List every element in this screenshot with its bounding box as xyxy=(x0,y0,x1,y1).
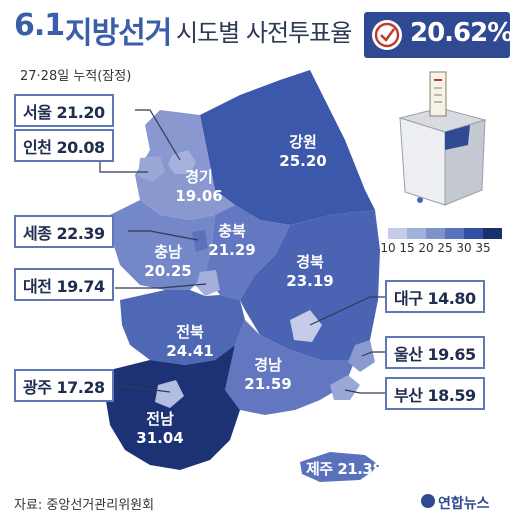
legend-tick: 15 xyxy=(399,241,415,255)
ballot-box-icon xyxy=(398,71,487,206)
leader-busan xyxy=(344,389,385,394)
map-value-chungnam: 20.25 xyxy=(144,262,192,280)
leader-gwangju xyxy=(114,384,171,393)
label-jeju-value: 21.38 xyxy=(337,460,383,478)
leader-sejong xyxy=(128,230,199,241)
region-jeonnam xyxy=(105,345,240,470)
island xyxy=(417,197,423,203)
label-ulsan: 울산 19.65 xyxy=(385,336,485,369)
label-incheon: 인천 20.08 xyxy=(14,129,114,162)
leader-ulsan xyxy=(361,351,385,357)
region-seoul xyxy=(168,150,196,174)
label-daegu-value: 14.80 xyxy=(427,289,477,308)
map-value-gyeonggi: 19.06 xyxy=(175,187,223,205)
region-busan xyxy=(330,375,360,400)
leader-seoul xyxy=(135,109,181,161)
legend-tick: 20 xyxy=(418,241,434,255)
region-incheon xyxy=(138,156,165,182)
label-daejeon: 대전 19.74 xyxy=(14,268,114,301)
total-value: 20.62% xyxy=(410,18,513,48)
region-jeju xyxy=(300,452,380,482)
map-value-gyeongnam: 21.59 xyxy=(244,375,292,393)
label-sejong-name: 세종 xyxy=(23,224,52,243)
label-daejeon-value: 19.74 xyxy=(56,277,106,296)
ballot-box-band xyxy=(445,125,470,150)
legend-swatch-6 xyxy=(483,228,502,239)
label-seoul-value: 21.20 xyxy=(56,103,106,122)
map-value-chungbuk: 21.29 xyxy=(208,241,256,259)
map-name-gyeongbuk: 경북 xyxy=(296,253,324,271)
ballot-check-stamp-icon xyxy=(372,20,402,50)
legend-swatch-4 xyxy=(445,228,464,239)
legend-swatch-1 xyxy=(388,228,407,239)
legend-tick: 35 xyxy=(475,241,491,255)
region-gyeongnam xyxy=(225,320,355,415)
map-name-chungnam: 충남 xyxy=(154,243,182,261)
legend-tick: 25 xyxy=(437,241,453,255)
region-ulsan xyxy=(348,340,375,372)
label-daegu: 대구 14.80 xyxy=(385,280,485,313)
region-chungbuk xyxy=(205,205,290,300)
map-name-chungbuk: 충북 xyxy=(218,222,246,240)
label-ulsan-value: 19.65 xyxy=(427,345,477,364)
label-sejong: 세종 22.39 xyxy=(14,215,114,248)
region-gangwon xyxy=(200,70,375,225)
map-value-jeonnam: 31.04 xyxy=(136,429,184,447)
label-busan-name: 부산 xyxy=(394,386,423,405)
label-incheon-name: 인천 xyxy=(23,138,52,157)
map-name-gyeonggi: 경기 xyxy=(185,168,213,186)
title-date: 6.1 xyxy=(14,8,65,43)
label-incheon-value: 20.08 xyxy=(56,138,106,157)
region-gwangju xyxy=(155,380,184,408)
legend-bar xyxy=(388,228,502,239)
label-busan: 부산 18.59 xyxy=(385,377,485,410)
leader-incheon xyxy=(99,162,148,173)
map-value-gyeongbuk: 23.19 xyxy=(286,272,334,290)
label-gwangju-name: 광주 xyxy=(23,378,52,397)
ballot-paper xyxy=(429,71,447,117)
leader-daegu xyxy=(309,296,390,326)
map-name-jeonbuk: 전북 xyxy=(176,323,204,341)
label-jeju-name: 제주 xyxy=(306,460,333,478)
legend-tick: 30 xyxy=(456,241,472,255)
legend-swatch-2 xyxy=(407,228,426,239)
region-chungnam xyxy=(110,200,215,290)
brand-logo-icon xyxy=(421,494,435,508)
source-note: 자료: 중앙선거관리위원회 xyxy=(14,498,155,513)
region-gyeongbuk xyxy=(240,210,380,360)
date-note: 27·28일 누적(잠정) xyxy=(20,69,132,84)
title-main: 지방선거 xyxy=(65,16,172,51)
map-name-gangwon: 강원 xyxy=(289,133,317,151)
label-gwangju-value: 17.28 xyxy=(56,378,106,397)
map-value-jeonbuk: 24.41 xyxy=(166,342,214,360)
title-sub: 시도별 사전투표율 xyxy=(176,19,352,47)
region-daegu xyxy=(290,310,322,342)
region-daejeon xyxy=(196,270,220,296)
map-name-gyeongnam: 경남 xyxy=(254,356,282,374)
label-jeju: 제주 21.38 xyxy=(306,454,383,484)
leader-lines xyxy=(99,109,390,394)
leader-daejeon xyxy=(115,283,207,289)
brand-name: 연합뉴스 xyxy=(438,496,490,512)
legend-tick: 10 xyxy=(380,241,396,255)
legend-swatch-3 xyxy=(426,228,445,239)
label-daejeon-name: 대전 xyxy=(23,277,52,296)
label-busan-value: 18.59 xyxy=(427,386,477,405)
region-jeonbuk xyxy=(120,290,245,365)
label-seoul: 서울 21.20 xyxy=(14,94,114,127)
label-gwangju: 광주 17.28 xyxy=(14,369,114,402)
label-seoul-name: 서울 xyxy=(23,103,52,122)
label-ulsan-name: 울산 xyxy=(394,345,423,364)
map-value-gangwon: 25.20 xyxy=(279,152,327,170)
label-sejong-value: 22.39 xyxy=(56,224,106,243)
map-name-jeonnam: 전남 xyxy=(146,410,174,428)
legend-swatch-5 xyxy=(464,228,483,239)
region-sejong xyxy=(192,230,208,252)
label-daegu-name: 대구 xyxy=(394,289,423,308)
ballot-box-front xyxy=(399,117,446,206)
